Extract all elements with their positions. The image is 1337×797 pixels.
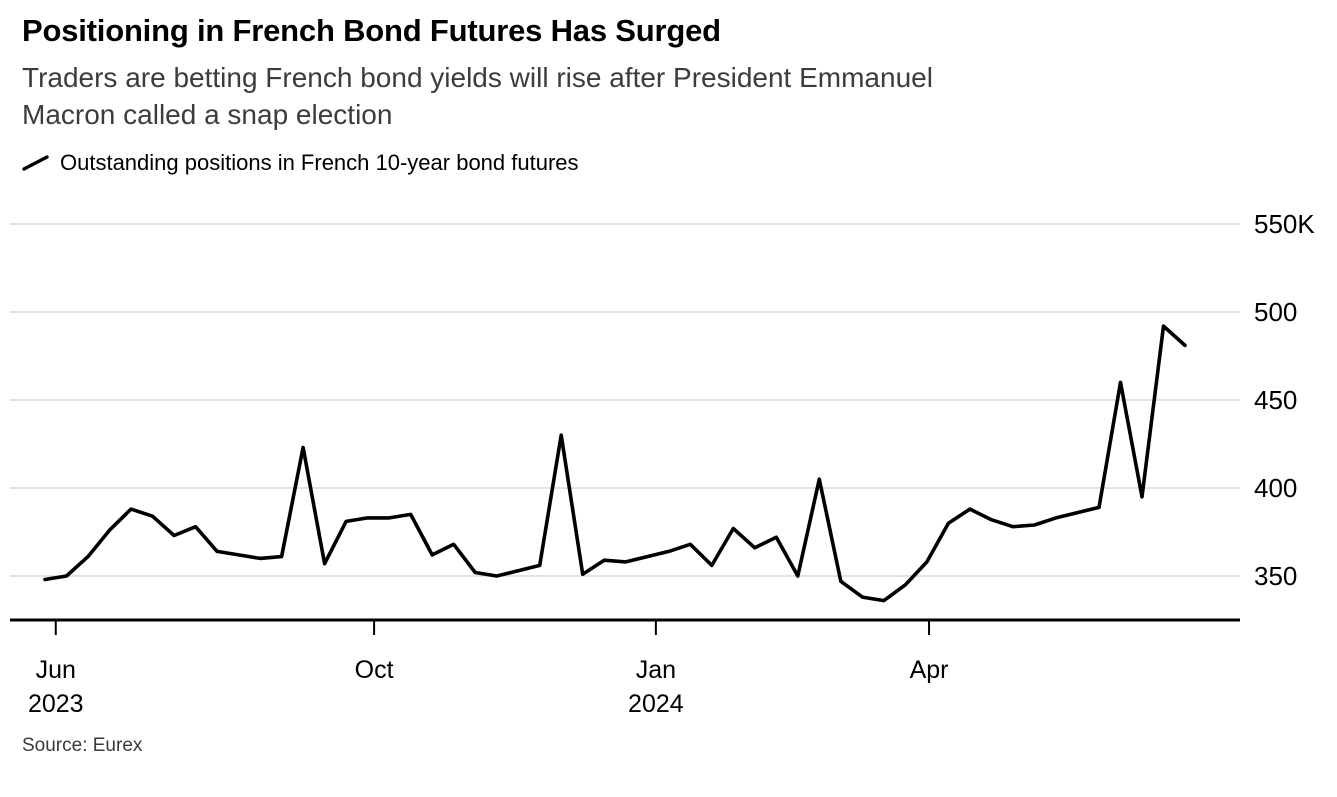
chart-title: Positioning in French Bond Futures Has S… bbox=[22, 13, 721, 48]
y-axis-label: 350 bbox=[1254, 561, 1297, 591]
y-axis-label: 400 bbox=[1254, 473, 1297, 503]
source-note: Source: Eurex bbox=[22, 735, 143, 756]
y-axis-label: 450 bbox=[1254, 385, 1297, 415]
x-axis-month-label: Jan bbox=[636, 656, 676, 684]
y-axis-label: 550K bbox=[1254, 209, 1315, 239]
line-chart: 550K 500 450 400 350 Jun 2023 Oct Jan 2024 Apr bbox=[10, 209, 1315, 718]
subtitle-line-2: Macron called a snap election bbox=[22, 99, 393, 130]
x-axis-year-label: 2023 bbox=[28, 690, 84, 718]
x-axis-month-label: Jun bbox=[36, 656, 76, 684]
chart-card: Positioning in French Bond Futures Has S… bbox=[0, 13, 1337, 756]
line-series-icon bbox=[22, 155, 49, 171]
legend-label: Outstanding positions in French 10-year … bbox=[60, 150, 579, 175]
x-axis-year-label: 2024 bbox=[628, 690, 684, 718]
y-axis-label: 500 bbox=[1254, 297, 1297, 327]
subtitle-line-1: Traders are betting French bond yields w… bbox=[22, 62, 933, 93]
x-axis-month-label: Oct bbox=[355, 656, 394, 684]
data-line-series bbox=[43, 324, 1187, 603]
x-axis-month-label: Apr bbox=[910, 656, 949, 684]
legend: Outstanding positions in French 10-year … bbox=[0, 150, 1337, 176]
chart-subtitle: Traders are betting French bond yields w… bbox=[0, 50, 1337, 133]
